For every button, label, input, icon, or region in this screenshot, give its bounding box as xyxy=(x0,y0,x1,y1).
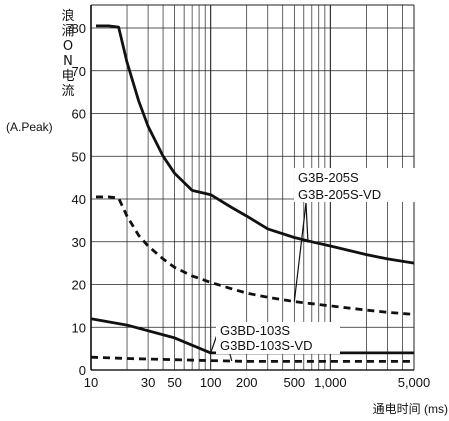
x-tick-label: 1,000 xyxy=(314,375,347,390)
y-axis-label-char: 浪 xyxy=(61,9,74,24)
annotation-leader-line xyxy=(293,202,307,302)
x-tick-label: 10 xyxy=(84,375,98,390)
y-tick-label: 0 xyxy=(79,363,86,378)
annotation-g3b-205s: G3B-205S xyxy=(298,170,359,185)
y-tick-label: 60 xyxy=(72,107,86,122)
x-tick-label: 200 xyxy=(236,375,258,390)
x-tick-labels: 10 30 50 100 200 500 1,000 5,000 xyxy=(84,375,431,390)
x-tick-label: 50 xyxy=(167,375,181,390)
y-tick-label: 20 xyxy=(72,278,86,293)
x-tick-label: 5,000 xyxy=(398,375,431,390)
series-line-g3b-205s xyxy=(96,24,415,265)
y-tick-label: 30 xyxy=(72,235,86,250)
annotation-g3bd-103s-vd: G3BD-103S-VD xyxy=(220,338,312,353)
x-axis-label: 通电时间 (ms) xyxy=(373,402,448,416)
annotation-g3b-205s-vd: G3B-205S-VD xyxy=(298,187,381,202)
annotation-leader-line xyxy=(305,202,309,243)
annotation-bg-205 xyxy=(294,168,422,202)
y-axis-label-char: 流 xyxy=(61,84,74,99)
y-tick-label: 10 xyxy=(72,320,86,335)
y-tick-label: 40 xyxy=(72,192,86,207)
y-tick-label: 50 xyxy=(72,149,86,164)
y-axis-label-char: 电 xyxy=(61,69,74,84)
series-line-g3b-205s-vd xyxy=(96,195,415,316)
x-tick-label: 100 xyxy=(200,375,222,390)
annotation-g3bd-103s: G3BD-103S xyxy=(220,323,290,338)
y-tick-label: 70 xyxy=(72,64,86,79)
y-axis-label-char: O xyxy=(63,39,73,54)
y-axis-unit: (A.Peak) xyxy=(6,120,53,134)
y-axis-label-char: N xyxy=(63,54,73,69)
annotation-bg-103 xyxy=(216,322,340,354)
y-tick-label: 80 xyxy=(72,21,86,36)
x-tick-label: 30 xyxy=(141,375,155,390)
y-tick-labels: 0 10 20 30 40 50 60 70 80 xyxy=(72,21,86,378)
series-line-g3bd-103s-vd xyxy=(90,355,414,363)
y-axis-label-char: 涌 xyxy=(61,24,74,39)
x-tick-label: 500 xyxy=(283,375,305,390)
